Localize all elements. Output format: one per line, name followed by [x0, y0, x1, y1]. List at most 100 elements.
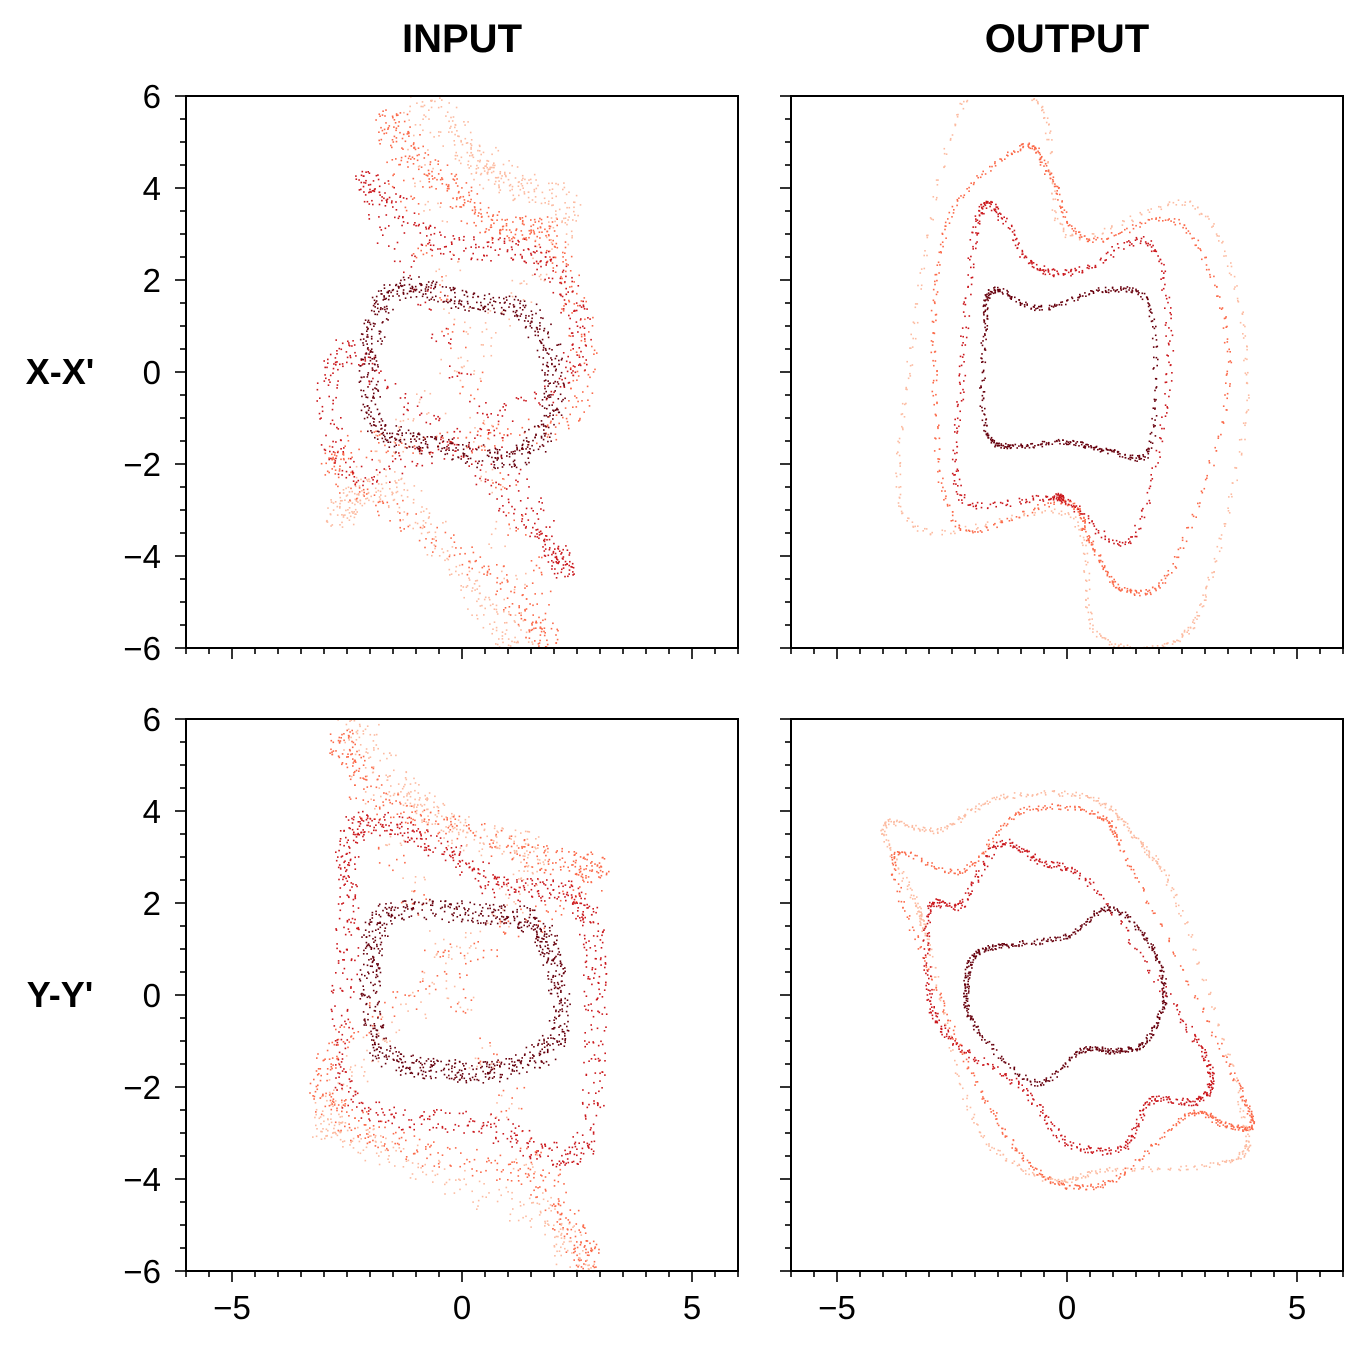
- scatter-point: [327, 362, 329, 364]
- scatter-point: [548, 382, 550, 385]
- scatter-point: [325, 520, 328, 523]
- scatter-point: [455, 205, 458, 208]
- scatter-point: [443, 300, 445, 303]
- scatter-point: [523, 399, 525, 402]
- scatter-point: [1111, 581, 1114, 584]
- scatter-point: [498, 184, 500, 186]
- scatter-point: [552, 393, 554, 396]
- scatter-point: [529, 448, 531, 450]
- scatter-point: [528, 637, 531, 639]
- scatter-point: [505, 296, 508, 299]
- scatter-point: [471, 463, 473, 465]
- scatter-point: [448, 102, 450, 104]
- scatter-point: [1043, 159, 1046, 162]
- scatter-point: [414, 148, 417, 151]
- scatter-point: [559, 277, 562, 280]
- scatter-point: [535, 564, 538, 567]
- scatter-point: [1178, 218, 1180, 221]
- scatter-point: [527, 191, 530, 193]
- scatter-point: [445, 286, 447, 288]
- scatter-point: [432, 178, 434, 180]
- scatter-point: [999, 289, 1001, 291]
- scatter-point: [972, 248, 974, 250]
- scatter-point: [511, 188, 513, 191]
- scatter-point: [481, 460, 484, 462]
- scatter-point: [986, 507, 989, 510]
- y-tick-label: −2: [123, 446, 161, 483]
- scatter-point: [561, 400, 563, 403]
- scatter-point: [535, 621, 537, 624]
- scatter-point: [1177, 556, 1180, 559]
- scatter-point: [412, 143, 415, 146]
- scatter-point: [505, 404, 507, 407]
- scatter-point: [1208, 462, 1211, 464]
- scatter-point: [997, 208, 1000, 210]
- scatter-point: [1107, 639, 1109, 641]
- scatter-point: [1109, 581, 1111, 583]
- scatter-point: [544, 278, 546, 281]
- scatter-point: [521, 453, 523, 455]
- scatter-point: [503, 240, 506, 243]
- scatter-point: [419, 414, 421, 416]
- scatter-point: [412, 452, 414, 454]
- scatter-point: [545, 262, 548, 264]
- scatter-point: [383, 296, 385, 298]
- scatter-point: [492, 164, 494, 166]
- scatter-point: [1053, 275, 1055, 278]
- scatter-point: [900, 413, 903, 416]
- scatter-point: [429, 248, 432, 251]
- scatter-point: [417, 432, 420, 434]
- scatter-point: [525, 525, 527, 528]
- scatter-point: [454, 291, 456, 294]
- scatter-point: [506, 581, 509, 583]
- scatter-point: [1228, 496, 1230, 498]
- scatter-point: [980, 212, 983, 214]
- scatter-point: [564, 222, 567, 224]
- scatter-point: [1078, 528, 1080, 531]
- scatter-point: [474, 460, 477, 463]
- scatter-point: [1191, 237, 1193, 240]
- scatter-point: [418, 213, 420, 215]
- scatter-point: [1068, 443, 1071, 445]
- scatter-point: [480, 153, 482, 156]
- scatter-point: [537, 448, 540, 451]
- scatter-point: [330, 501, 333, 503]
- scatter-point: [1039, 164, 1042, 166]
- scatter-point: [1148, 315, 1151, 318]
- scatter-point: [1047, 502, 1049, 504]
- scatter-point: [430, 100, 433, 102]
- scatter-point: [565, 270, 567, 273]
- scatter-point: [926, 234, 928, 237]
- scatter-point: [1045, 121, 1048, 124]
- scatter-point: [419, 134, 421, 136]
- scatter-point: [552, 414, 554, 416]
- scatter-point: [532, 510, 534, 512]
- scatter-point: [387, 441, 389, 443]
- scatter-point: [1150, 474, 1152, 476]
- scatter-point: [1084, 292, 1086, 294]
- scatter-point: [465, 454, 468, 457]
- scatter-point: [1098, 554, 1100, 557]
- scatter-point: [382, 431, 384, 434]
- scatter-point: [1200, 490, 1203, 492]
- scatter-point: [562, 556, 565, 558]
- scatter-point: [899, 505, 902, 508]
- scatter-point: [364, 477, 367, 479]
- scatter-point: [461, 187, 463, 189]
- scatter-point: [979, 530, 982, 532]
- scatter-point: [1160, 208, 1163, 211]
- scatter-point: [1125, 287, 1127, 290]
- scatter-point: [1182, 547, 1185, 549]
- scatter-point: [514, 586, 516, 588]
- scatter-point: [393, 441, 396, 443]
- scatter-point: [404, 397, 406, 399]
- scatter-point: [1062, 230, 1065, 233]
- scatter-point: [409, 110, 411, 113]
- scatter-point: [372, 417, 374, 420]
- scatter-point: [482, 412, 484, 415]
- scatter-point: [1019, 501, 1021, 503]
- scatter-point: [1227, 507, 1229, 509]
- scatter-point: [341, 514, 343, 516]
- scatter-point: [1168, 296, 1171, 299]
- scatter-point: [1015, 300, 1017, 303]
